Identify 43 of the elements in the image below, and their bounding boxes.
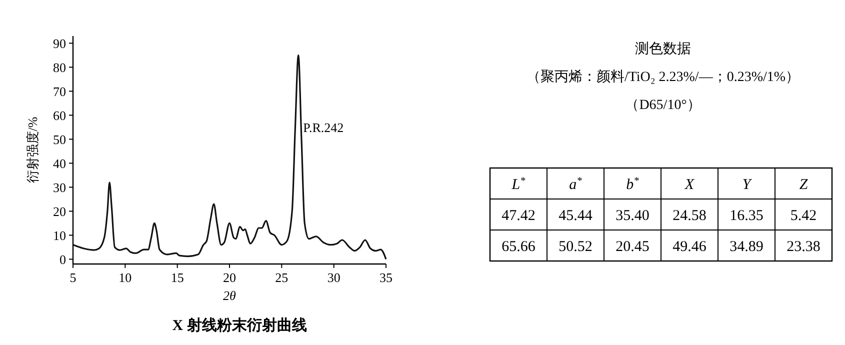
y-tick-label: 70 [53,84,66,99]
data-label: 35.40 [616,208,650,224]
y-tick-label: 30 [53,180,66,195]
category-label: b$^{*}$ [626,175,640,193]
y-axis-title: 衍射强度/% [25,116,40,184]
category-label: L$^{*}$ [510,175,526,193]
data-label: 16.35 [730,208,764,224]
data-label: 20.45 [616,238,650,255]
data-label: 5.42 [790,208,817,224]
data-label: 23.38 [786,238,820,255]
text: 测色数据 [635,41,691,57]
y-tick-label: 90 [53,36,66,51]
category-label: Z [799,176,808,193]
data-label: 24.58 [672,208,706,224]
line-series [72,54,387,260]
y-tick-label: 20 [53,204,66,219]
y-tick-label: 60 [53,108,66,123]
text: （聚丙烯：颜料/TiO₂ 2.23%/—；0.23%/1%） [526,69,800,85]
x-tick-label: 5 [70,270,76,285]
category-label: Y [742,176,752,193]
category-label: X [684,176,695,193]
y-tick-label: 0 [60,252,66,267]
y-tick-label: 10 [53,228,66,243]
x-tick-label: 15 [170,270,184,285]
y-tick-label: 40 [53,156,66,171]
data-label: 50.52 [558,238,592,255]
text: （D65/10°） [625,98,701,113]
data-label: 47.42 [502,208,536,224]
data-label: 45.44 [558,208,593,224]
x-tick-label: 35 [380,270,392,285]
annotation: P.R.242 [303,120,344,135]
x-tick-label: 10 [118,270,132,285]
text: X 射线粉末衍射曲线 [172,317,307,334]
x-tick-label: 30 [327,270,340,285]
x-tick-label: 20 [223,270,236,285]
y-tick-label: 50 [53,132,66,147]
x-axis-title: 2θ [223,288,237,303]
data-label: 49.46 [672,238,707,255]
data-label: 65.66 [502,238,536,255]
data-label: 34.89 [730,238,764,255]
category-label: a$^{*}$ [569,175,583,193]
x-tick-label: 25 [275,270,288,285]
y-tick-label: 80 [53,60,66,75]
